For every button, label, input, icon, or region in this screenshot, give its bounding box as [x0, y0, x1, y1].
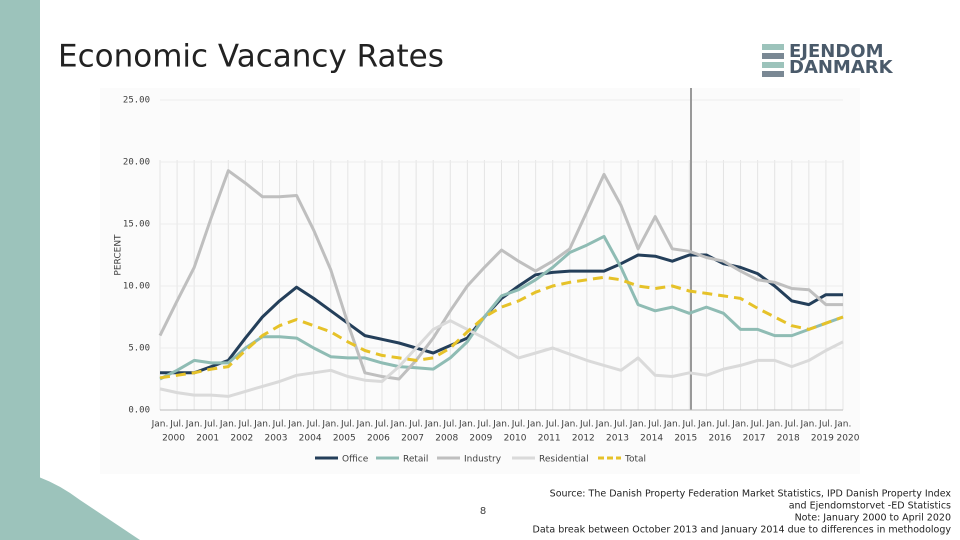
x-year-label: 2017: [743, 434, 766, 444]
x-tick-label: Jul.: [681, 420, 696, 430]
x-tick-label: Jan.: [731, 420, 749, 430]
x-tick-label: Jul.: [784, 420, 799, 430]
x-year-label: 2007: [401, 434, 424, 444]
y-tick-label: 0.00: [128, 406, 150, 416]
x-tick-label: Jan.: [287, 420, 305, 430]
x-year-label: 2001: [196, 434, 219, 444]
x-tick-label: Jul.: [477, 420, 492, 430]
logo-text: DANMARK: [789, 57, 894, 78]
x-tick-label: Jan.: [697, 420, 715, 430]
x-tick-label: Jul.: [750, 420, 765, 430]
x-tick-label: Jan.: [253, 420, 271, 430]
logo: EJENDOM DANMARK: [762, 41, 894, 78]
x-tick-label: Jul.: [238, 420, 253, 430]
x-tick-label: Jul.: [511, 420, 526, 430]
x-tick-label: Jul.: [203, 420, 218, 430]
x-year-label: 2016: [708, 434, 731, 444]
y-tick-label: 5.00: [128, 344, 150, 354]
x-tick-label: Jul.: [579, 420, 594, 430]
logo-text: EJENDOM: [789, 41, 884, 62]
x-tick-label: Jan.: [765, 420, 783, 430]
x-tick-label: Jan.: [185, 420, 203, 430]
x-tick-label: Jul.: [716, 420, 731, 430]
x-tick-label: Jan.: [424, 420, 442, 430]
x-tick-label: Jan.: [151, 420, 169, 430]
x-tick-label: Jan.: [834, 420, 852, 430]
chart-title: Economic Vacancy Rates: [58, 39, 444, 75]
legend-label: Retail: [403, 455, 428, 465]
x-tick-label: Jul.: [169, 420, 184, 430]
x-tick-label: Jul.: [306, 420, 321, 430]
y-tick-label: 15.00: [123, 220, 150, 230]
x-tick-label: Jul.: [647, 420, 662, 430]
x-tick-label: Jan.: [799, 420, 817, 430]
logo-bar: [762, 44, 784, 50]
x-tick-label: Jan.: [321, 420, 339, 430]
x-year-label: 2006: [367, 434, 390, 444]
x-tick-label: Jan.: [219, 420, 237, 430]
x-year-label: 2000: [162, 434, 185, 444]
x-year-label: 2008: [435, 434, 458, 444]
x-tick-label: Jul.: [613, 420, 628, 430]
x-tick-label: Jul.: [545, 420, 560, 430]
y-tick-label: 25.00: [123, 96, 150, 106]
x-tick-label: Jan.: [492, 420, 510, 430]
x-tick-label: Jan.: [560, 420, 578, 430]
chart-panel: [100, 88, 860, 474]
series-line: [159, 275, 844, 380]
legend-label: Industry: [464, 455, 502, 465]
source-note: Source: The Danish Property Federation M…: [533, 489, 952, 536]
source-line: Source: The Danish Property Federation M…: [550, 489, 952, 500]
x-tick-label: Jul.: [442, 420, 457, 430]
x-tick-label: Jan.: [595, 420, 613, 430]
x-year-label: 2020: [837, 434, 860, 444]
x-tick-label: Jan.: [458, 420, 476, 430]
x-year-label: 2003: [265, 434, 288, 444]
page-number: 8: [480, 506, 486, 517]
x-tick-label: Jan.: [629, 420, 647, 430]
x-tick-label: Jan.: [390, 420, 408, 430]
x-year-label: 2013: [606, 434, 629, 444]
x-year-label: 2005: [333, 434, 356, 444]
series-line: [159, 234, 844, 381]
x-year-label: 2004: [299, 434, 322, 444]
logo-bar: [762, 71, 784, 77]
x-tick-label: Jan.: [356, 420, 374, 430]
side-band: [0, 0, 40, 540]
logo-bar: [762, 53, 784, 59]
x-year-label: 2009: [469, 434, 492, 444]
x-tick-label: Jul.: [374, 420, 389, 430]
y-tick-label: 10.00: [123, 282, 150, 292]
x-tick-label: Jan.: [526, 420, 544, 430]
y-tick-label: 20.00: [123, 158, 150, 168]
x-tick-label: Jul.: [340, 420, 355, 430]
x-year-label: 2012: [572, 434, 595, 444]
series-line: [158, 169, 843, 381]
legend-label: Total: [624, 455, 646, 465]
logo-bar: [762, 62, 784, 68]
series-line: [159, 319, 844, 398]
legend-label: Office: [342, 455, 369, 465]
y-axis-label: PERCENT: [114, 234, 124, 276]
x-tick-label: Jan.: [663, 420, 681, 430]
source-line: and Ejendomstorvet -ED Statistics: [789, 501, 951, 512]
x-tick-label: Jul.: [818, 420, 833, 430]
x-year-label: 2018: [777, 434, 800, 444]
corner-shape: [0, 470, 140, 540]
source-line: Data break between October 2013 and Janu…: [533, 525, 952, 536]
x-year-label: 2010: [504, 434, 527, 444]
x-year-label: 2011: [538, 434, 561, 444]
x-year-label: 2015: [674, 434, 697, 444]
x-year-label: 2019: [811, 434, 834, 444]
x-tick-label: Jul.: [272, 420, 287, 430]
x-year-label: 2014: [640, 434, 663, 444]
x-tick-label: Jul.: [408, 420, 423, 430]
legend-label: Residential: [539, 455, 589, 465]
x-year-label: 2002: [230, 434, 253, 444]
source-line: Note: January 2000 to April 2020: [795, 513, 951, 524]
